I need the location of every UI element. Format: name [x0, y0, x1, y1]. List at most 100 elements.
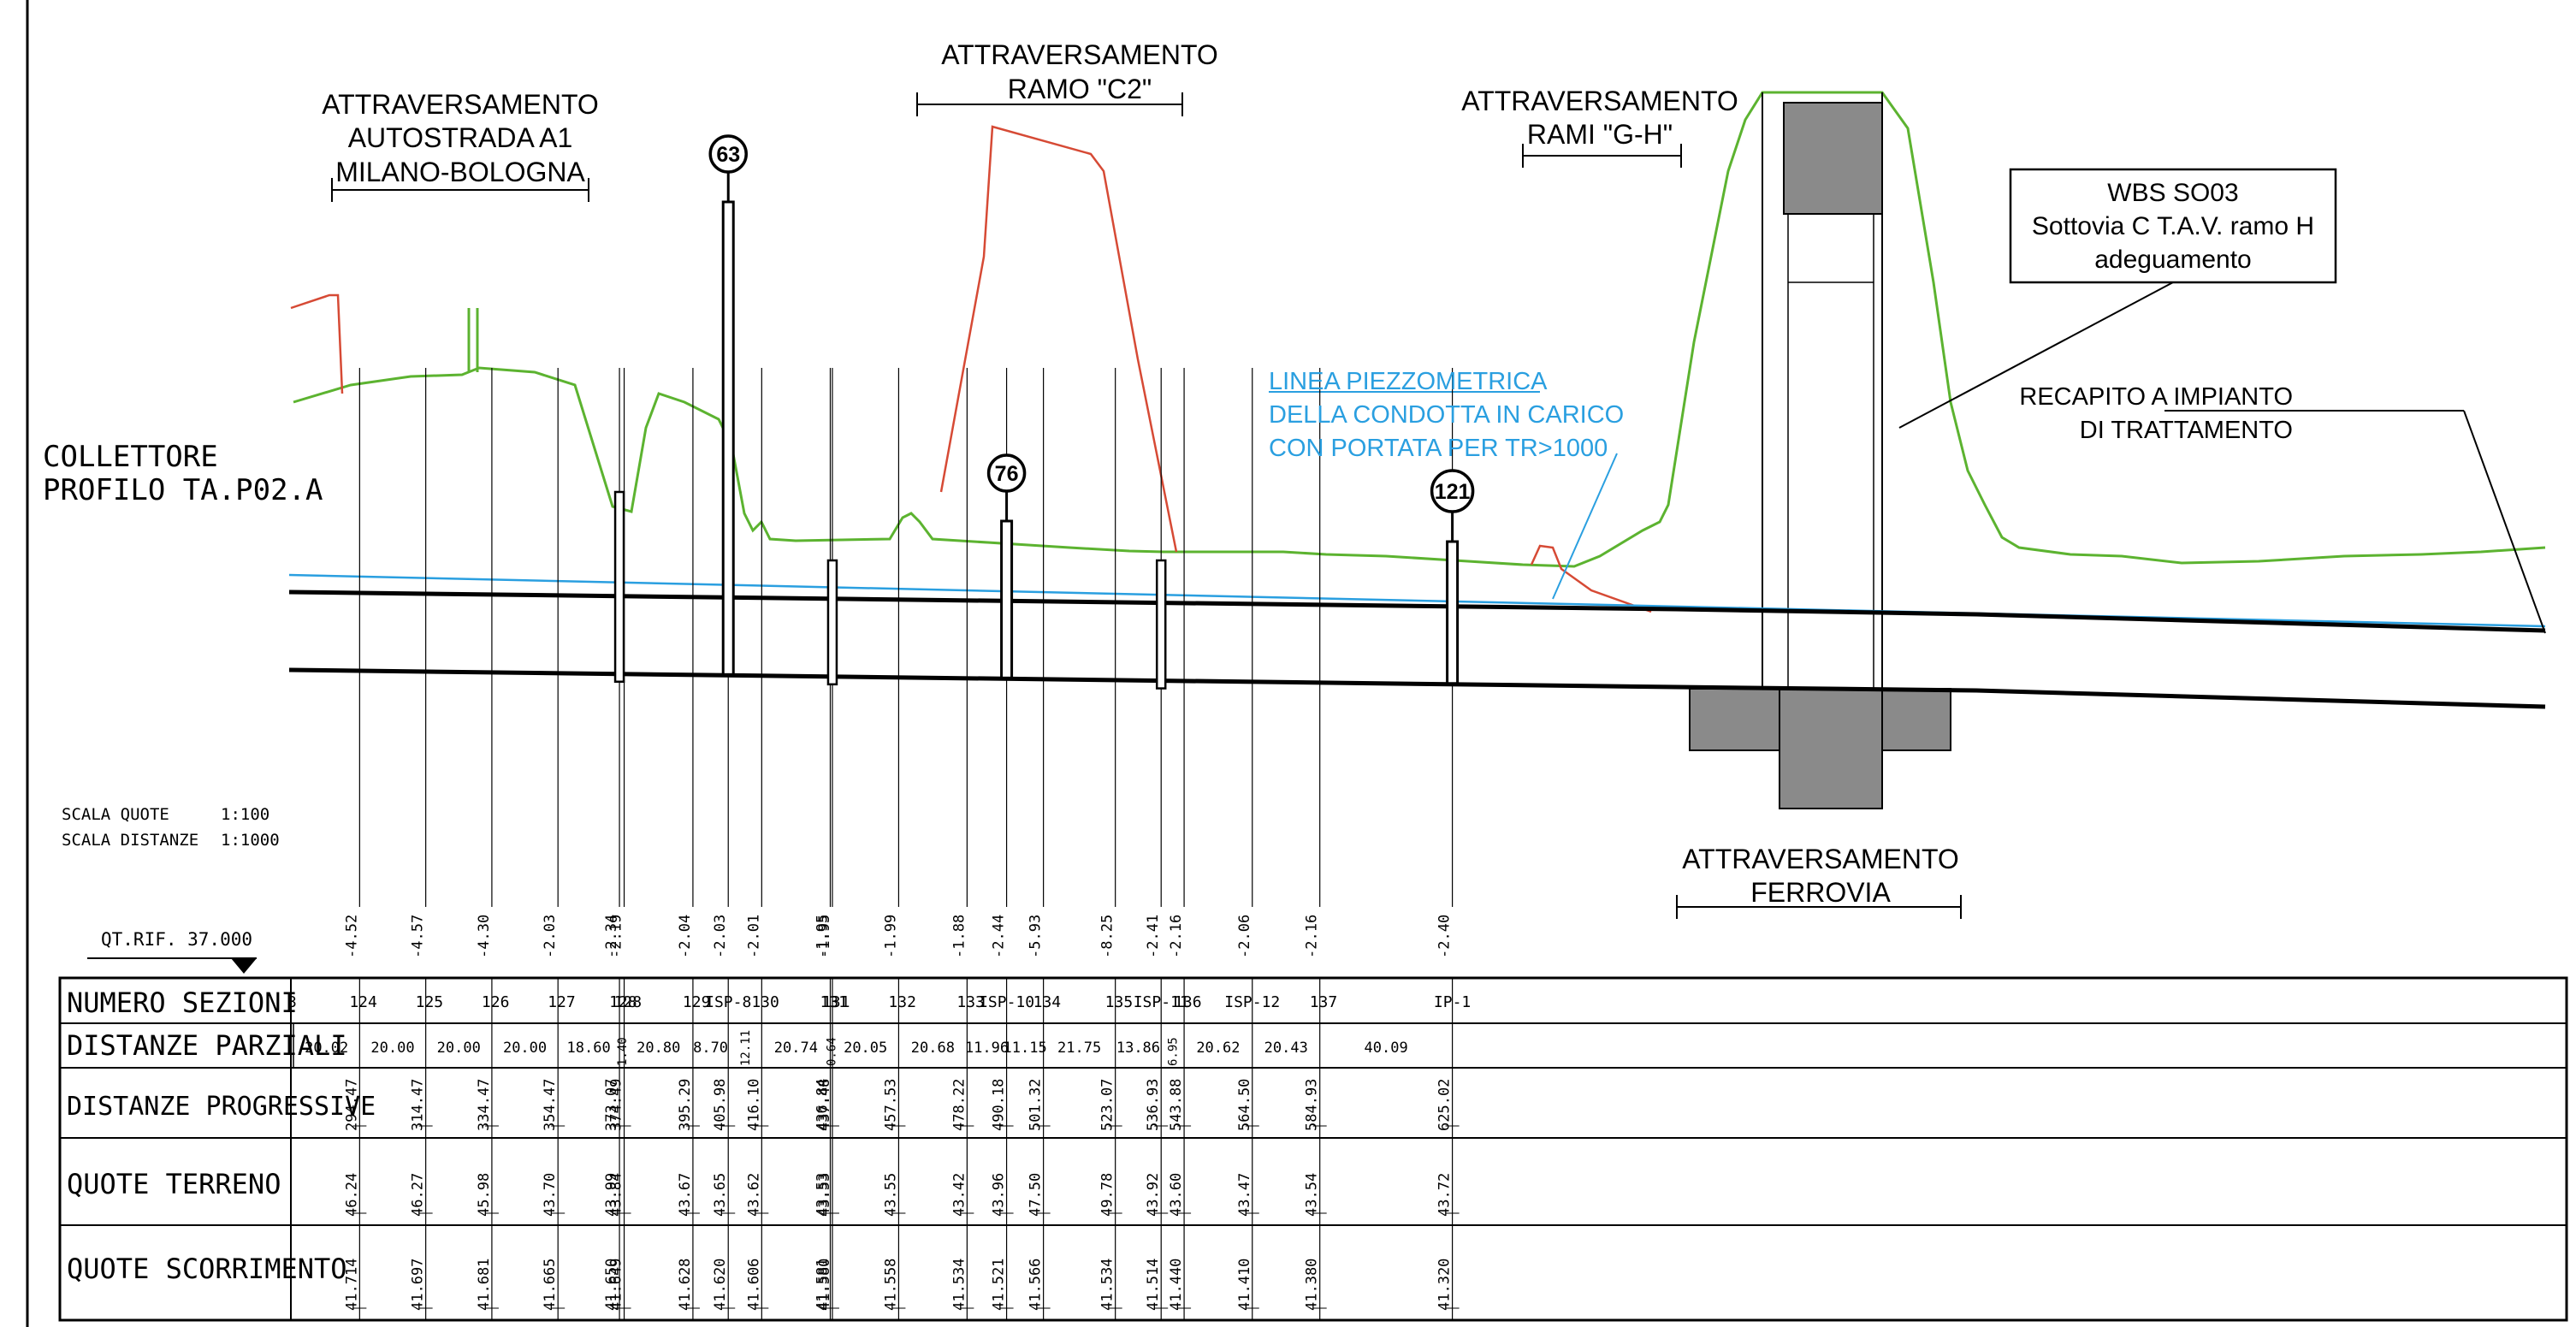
wbs-box	[2009, 168, 2337, 284]
partial-distance: 21.75	[1057, 1040, 1101, 1057]
depth-label: -2.16	[1304, 915, 1321, 958]
section-number: ISP-8	[705, 993, 751, 1011]
manhole-marker	[708, 134, 748, 174]
section-number: 128	[609, 993, 637, 1011]
progressive-distance: 436.84	[814, 1079, 831, 1131]
ground-level: 43.99	[603, 1173, 620, 1217]
partial-distance: 20.68	[911, 1040, 955, 1057]
piezometric-annotation: LINEA PIEZZOMETRICA DELLA CONDOTTA IN CA…	[1269, 368, 1624, 462]
depth-label: -2.34	[603, 915, 620, 958]
depth-label: -1.88	[950, 915, 968, 958]
invert-level: 41.649	[608, 1259, 625, 1311]
invert-level: 41.380	[1304, 1259, 1321, 1311]
depth-labels: -4.52 -4.57 -4.30 -2.03 -2.34-2.19 -2.04 -2.03…	[343, 915, 1453, 958]
piezometric-line	[288, 573, 2546, 628]
partial-distance: 20.80	[637, 1040, 680, 1057]
manhole-number: 63	[716, 143, 740, 167]
section-number: IP-1	[1434, 993, 1471, 1011]
invert-level: 41.581	[814, 1259, 831, 1311]
depth-label: -2.44	[991, 915, 1008, 958]
progressive-distance: 374.49	[608, 1079, 625, 1131]
section-number: 127	[548, 993, 576, 1011]
depth-label: -2.03	[542, 915, 559, 958]
progressive-distance: 437.48	[816, 1079, 833, 1131]
manhole-number: 121	[1435, 480, 1471, 504]
autostrada-title-line-3: MILANO-BOLOGNA	[335, 157, 585, 187]
ground-level: 45.98	[476, 1173, 493, 1217]
invert-level: 41.650	[603, 1259, 620, 1311]
piezometric-title-line-2: DELLA CONDOTTA IN CARICO	[1269, 401, 1624, 429]
section-number: 134	[1033, 993, 1062, 1011]
depth-label: -2.19	[608, 915, 625, 958]
wbs-status: adeguamento	[2094, 246, 2252, 274]
ground-level: 46.27	[410, 1173, 427, 1217]
wbs-leader	[1898, 281, 2174, 429]
reference-level: QT.RIF. 37.000	[87, 929, 257, 974]
rami-gh-title-line-1: ATTRAVERSAMENTO	[1461, 86, 1738, 116]
table-frame	[58, 976, 2568, 1322]
progressive-distance: 625.02	[1436, 1079, 1454, 1131]
first-section-number: 3	[287, 993, 297, 1011]
section-number: 124	[349, 993, 377, 1011]
recapito-line-1: RECAPITO A IMPIANTO	[2019, 383, 2293, 411]
ground-level: 43.42	[950, 1173, 968, 1217]
invert-level: 41.558	[882, 1259, 899, 1311]
progressive-distance: 405.98	[712, 1079, 729, 1131]
partial-distance: 20.00	[437, 1040, 481, 1057]
recapito-leader	[2463, 410, 2546, 634]
progressive-distance: 373.07	[603, 1079, 620, 1131]
recapito-annotation: RECAPITO A IMPIANTO DI TRATTAMENTO	[2019, 383, 2546, 634]
partial-distance: 20.74	[774, 1040, 818, 1057]
ramo-c2-annotation: ATTRAVERSAMENTO RAMO "C2"	[916, 39, 1218, 116]
ferrovia-title-line-1: ATTRAVERSAMENTO	[1682, 844, 1959, 874]
manhole-shaft	[721, 200, 735, 676]
invert-level: 41.606	[745, 1259, 762, 1311]
invert-level: 41.534	[1099, 1259, 1116, 1311]
section-number: 126	[482, 993, 510, 1011]
row-label-quote-terreno: QUOTE TERRENO	[67, 1168, 281, 1200]
depth-label: -4.30	[476, 915, 493, 958]
ground-level: 43.60	[1168, 1173, 1185, 1217]
depth-label: -2.03	[712, 915, 729, 958]
manhole-marker	[1430, 469, 1475, 513]
row-label-numero-sezioni: NUMERO SEZIONI	[67, 986, 298, 1019]
section-number: 131	[820, 993, 848, 1011]
manhole-shaft	[1000, 519, 1014, 679]
ground-level: 43.55	[882, 1173, 899, 1217]
invert-level: 41.714	[343, 1259, 360, 1311]
autostrada-title-line-2: AUTOSTRADA A1	[348, 122, 573, 153]
piezometric-leader	[1552, 453, 1618, 600]
autostrada-annotation: ATTRAVERSAMENTO AUTOSTRADA A1 MILANO-BOL…	[322, 89, 599, 202]
ramo-c2-title-line-2: RAMO "C2"	[1008, 74, 1152, 104]
autostrada-title-line-1: ATTRAVERSAMENTO	[322, 89, 599, 120]
scale-distanze-label: SCALA DISTANZE	[62, 831, 198, 850]
depth-label: -8.25	[1099, 915, 1116, 958]
ferrovia-annotation: ATTRAVERSAMENTO FERROVIA	[1676, 844, 1962, 919]
piezometric-title-line-3: CON PORTATA PER TR>1000	[1269, 435, 1608, 462]
scale-distanze-value: 1:1000	[221, 831, 280, 850]
invert-level: 41.665	[542, 1259, 559, 1311]
invert-level: 41.514	[1145, 1259, 1162, 1311]
ground-level: 43.70	[542, 1173, 559, 1217]
invert-level: 41.521	[991, 1259, 1008, 1311]
depth-label: -1.99	[882, 915, 899, 958]
wbs-annotation: WBS SO03 Sottovia C T.A.V. ramo H adegua…	[1898, 168, 2337, 429]
table-columns: 124 294.47 46.24 41.714 125 314.47 46.27 41.697…	[293, 978, 1471, 1320]
depth-label: -2.16	[1168, 915, 1185, 958]
ground-level: 49.78	[1099, 1173, 1116, 1217]
progressive-distance: 536.93	[1145, 1079, 1162, 1131]
progressive-distance: 490.18	[991, 1079, 1008, 1131]
partial-distance: 20.62	[1196, 1040, 1240, 1057]
scale-quote-label: SCALA QUOTE	[62, 805, 169, 824]
depth-label: -2.04	[677, 915, 694, 958]
section-number: 137	[1310, 993, 1338, 1011]
row-label-quote-scorrimento: QUOTE SCORRIMENTO	[67, 1253, 347, 1285]
invert-level: 41.628	[677, 1259, 694, 1311]
manhole-marker	[986, 453, 1027, 493]
wbs-code: WBS SO03	[2107, 179, 2238, 207]
partial-distance: 20.00	[370, 1040, 414, 1057]
scale-block: SCALA QUOTE 1:100 SCALA DISTANZE 1:1000	[62, 805, 280, 850]
depth-label: -2.41	[1145, 915, 1162, 958]
manhole-number: 76	[995, 462, 1019, 486]
ground-level: 43.54	[1304, 1173, 1321, 1217]
